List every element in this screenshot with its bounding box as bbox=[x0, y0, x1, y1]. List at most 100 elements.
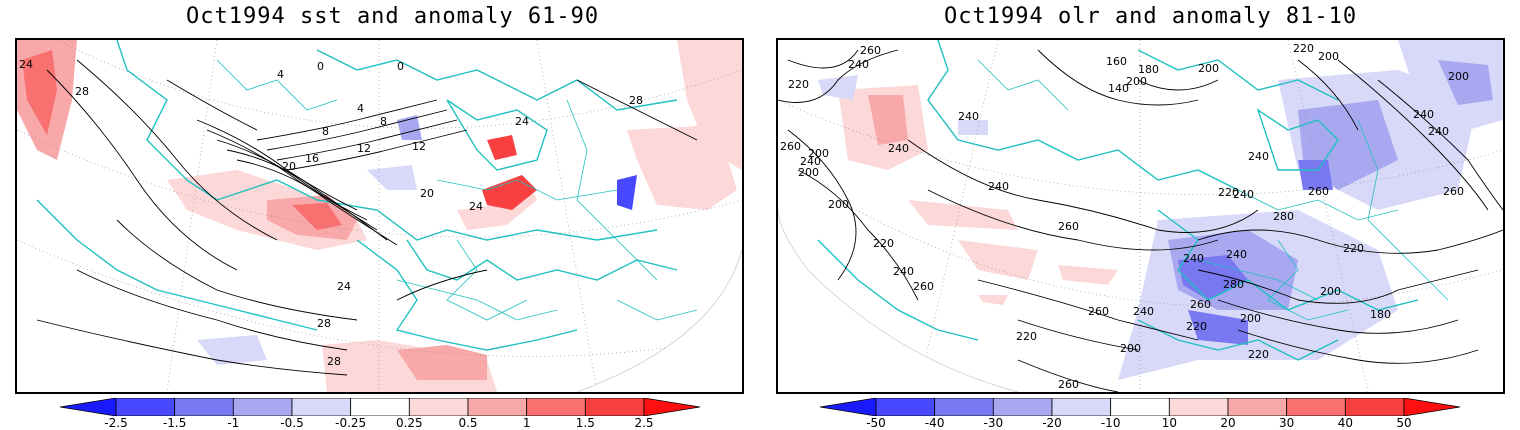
left-map-title: Oct1994 sst and anomaly 61-90 bbox=[186, 4, 600, 29]
colorbar-segment bbox=[232, 398, 293, 416]
colorbar-segment bbox=[408, 398, 469, 416]
olr-anomaly-colorbar bbox=[820, 398, 1460, 416]
colorbar-segment bbox=[1286, 398, 1346, 416]
contour-label: 240 bbox=[1133, 305, 1154, 318]
colorbar-segment bbox=[174, 398, 234, 416]
anomaly-patch bbox=[482, 175, 537, 210]
contour-label: 240 bbox=[1233, 188, 1254, 201]
colorbar-segment bbox=[1110, 398, 1170, 416]
graticule-lines bbox=[17, 40, 742, 392]
contour-label: 200 bbox=[1318, 50, 1339, 63]
contour-label: 24 bbox=[515, 115, 529, 128]
contour-label: 260 bbox=[1443, 185, 1464, 198]
border-lines bbox=[216, 59, 698, 321]
contour-label: 200 bbox=[1320, 285, 1341, 298]
contour-label: 240 bbox=[958, 110, 979, 123]
contour-label: 140 bbox=[1108, 82, 1129, 95]
contour-label: 200 bbox=[1448, 70, 1469, 83]
contour-label: 260 bbox=[1088, 305, 1109, 318]
contour-label: 200 bbox=[828, 198, 849, 211]
contour-label: 180 bbox=[1370, 308, 1391, 321]
contour-label: 4 bbox=[357, 102, 364, 115]
contour-label: 20 bbox=[420, 187, 434, 200]
contour-label: 260 bbox=[1058, 378, 1079, 391]
contour-label: 260 bbox=[913, 280, 934, 293]
colorbar-tick-label: 0.25 bbox=[395, 416, 423, 430]
graticule-lines bbox=[778, 40, 1503, 392]
colorbar-tick-label: 40 bbox=[1337, 416, 1353, 430]
contour-label: 160 bbox=[1106, 55, 1127, 68]
contour-label: 220 bbox=[1343, 242, 1364, 255]
contour-label: 240 bbox=[1183, 252, 1204, 265]
sst-anomaly-map: 24 28 4 0 0 4 8 8 12 12 16 20 20 24 28 2… bbox=[15, 38, 744, 394]
contour-label: 28 bbox=[629, 94, 643, 107]
anomaly-patch bbox=[292, 203, 342, 230]
contour-label: 0 bbox=[397, 60, 404, 73]
colorbar-tick-label: -1 bbox=[227, 416, 240, 430]
contour-label: 260 bbox=[1308, 185, 1329, 198]
anomaly-patch bbox=[617, 175, 637, 210]
anomaly-patch bbox=[978, 295, 1008, 305]
colorbar-tick-label: -1.5 bbox=[162, 416, 187, 430]
colorbar-tick-label: 10 bbox=[1161, 416, 1177, 430]
contour-label: 200 bbox=[1240, 312, 1261, 325]
contour-label: 220 bbox=[1248, 348, 1269, 361]
colorbar-tick-label: -0.5 bbox=[280, 416, 304, 430]
contour-label: 240 bbox=[1428, 125, 1449, 138]
contour-label: 24 bbox=[19, 58, 33, 71]
contour-label: 20 bbox=[282, 160, 296, 173]
colorbar-segment bbox=[526, 398, 586, 416]
map-boundary bbox=[778, 209, 1019, 392]
coastline-lines bbox=[36, 40, 678, 351]
contour-label: 220 bbox=[1218, 186, 1239, 199]
map-background bbox=[17, 40, 742, 392]
olr-anomaly-map: 260 240 220 260 240 200 200 240 160 180 … bbox=[776, 38, 1505, 394]
contour-label: 240 bbox=[800, 155, 821, 168]
sst-anomaly-colorbar bbox=[60, 398, 700, 416]
contour-label: 4 bbox=[277, 68, 284, 81]
colorbar-tick-label: -40 bbox=[924, 416, 945, 430]
colorbar-segment bbox=[60, 398, 117, 416]
contour-label: 200 bbox=[1120, 342, 1141, 355]
colorbar-tick-label: 1 bbox=[522, 416, 531, 430]
anomaly-patch bbox=[818, 75, 858, 100]
anomaly-patch bbox=[1188, 310, 1248, 345]
contour-label: 240 bbox=[988, 180, 1009, 193]
contour-label: 12 bbox=[412, 140, 426, 153]
contour-label: 240 bbox=[1413, 108, 1434, 121]
colorbar-segment bbox=[1051, 398, 1112, 416]
contour-label: 220 bbox=[873, 237, 894, 250]
contour-label: 200 bbox=[798, 166, 819, 179]
colorbar-tick-label: 2.5 bbox=[634, 416, 654, 430]
right-map-title: Oct1994 olr and anomaly 81-10 bbox=[944, 4, 1358, 29]
colorbar-segment bbox=[1227, 398, 1288, 416]
colorbar-tick-label: -0.25 bbox=[335, 416, 367, 430]
contour-label: 8 bbox=[380, 115, 387, 128]
colorbar-segment bbox=[350, 398, 410, 416]
colorbar-tick-label: 50 bbox=[1396, 416, 1412, 430]
border-lines bbox=[977, 59, 1449, 321]
contour-label: 220 bbox=[788, 78, 809, 91]
anomaly-patch bbox=[677, 40, 742, 170]
colorbar-segment bbox=[643, 398, 700, 416]
colorbar-segment bbox=[584, 398, 645, 416]
contour-label: 240 bbox=[888, 142, 909, 155]
contour-label: 24 bbox=[469, 200, 483, 213]
colorbar-segment bbox=[291, 398, 352, 416]
colorbar-segment bbox=[467, 398, 528, 416]
anomaly-patch bbox=[908, 200, 1018, 230]
colorbar-segment bbox=[1344, 398, 1405, 416]
anomaly-patch bbox=[1438, 60, 1493, 105]
contour-label: 12 bbox=[357, 142, 371, 155]
contour-label: 240 bbox=[893, 265, 914, 278]
contour-label: 24 bbox=[337, 280, 351, 293]
anomaly-patch bbox=[397, 345, 487, 380]
map-boundary bbox=[576, 249, 742, 392]
olr-contours bbox=[778, 49, 1503, 392]
anomaly-patch bbox=[197, 335, 267, 365]
colorbar-tick-label: -20 bbox=[1042, 416, 1062, 430]
contour-label: 260 bbox=[1058, 220, 1079, 233]
anomaly-patch bbox=[958, 240, 1038, 280]
colorbar-tick-label: -50 bbox=[866, 416, 886, 430]
sst-contours bbox=[36, 59, 698, 376]
